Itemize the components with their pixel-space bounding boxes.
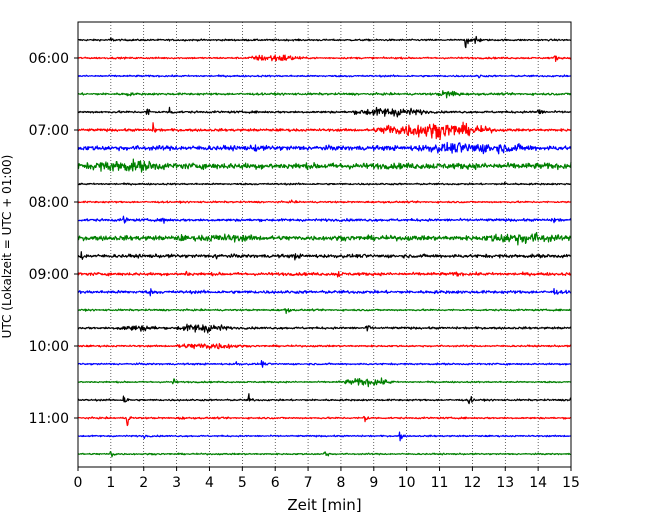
trace-0900 (77, 270, 572, 278)
x-tick-label: 9 (369, 475, 378, 491)
trace-0630 (77, 90, 572, 99)
x-tick-label: 13 (496, 475, 514, 491)
trace-0645 (77, 106, 572, 118)
trace-1030 (77, 377, 572, 388)
x-tick-label: 8 (336, 475, 345, 491)
x-tick-label: 14 (529, 475, 547, 491)
x-tick-label: 4 (205, 475, 214, 491)
trace-1100 (77, 415, 572, 427)
x-tick-label: 10 (398, 475, 416, 491)
trace-0600 (77, 54, 572, 63)
trace-1130 (77, 451, 572, 458)
trace-0915 (77, 287, 572, 297)
x-axis-label: Zeit [min] (287, 496, 361, 514)
x-tick-label: 6 (271, 475, 280, 491)
y-axis: 06:00 07:00 08:00 09:00 10:00 11:00 (29, 51, 78, 427)
x-tick-label: 2 (139, 475, 148, 491)
x-tick-label: 11 (431, 475, 449, 491)
x-tick-label: 0 (74, 475, 83, 491)
grid-lines (110, 22, 539, 467)
trace-0815 (77, 215, 572, 224)
y-axis-label: UTC (Lokalzeit = UTC + 01:00) (0, 155, 14, 339)
x-tick-label: 1 (106, 475, 115, 491)
x-tick-label: 3 (172, 475, 181, 491)
trace-1115 (77, 431, 572, 442)
x-tick-label: 7 (304, 475, 313, 491)
trace-0945 (77, 323, 572, 334)
y-tick-label: 07:00 (29, 123, 69, 139)
y-tick-label: 09:00 (29, 267, 69, 283)
trace-0845 (77, 251, 572, 261)
trace-0830 (77, 231, 572, 246)
trace-0745 (77, 181, 572, 186)
trace-0800 (77, 199, 572, 204)
trace-0545 (77, 35, 572, 49)
trace-1015 (77, 360, 572, 368)
x-tick-label: 5 (238, 475, 247, 491)
y-tick-label: 06:00 (29, 51, 69, 67)
y-tick-label: 08:00 (29, 195, 69, 211)
plot-frame (77, 21, 572, 468)
x-axis: 0 1 2 3 4 5 6 7 8 9 10 11 12 13 14 15 (74, 467, 580, 491)
x-tick-label: 12 (463, 475, 481, 491)
trace-0930 (77, 308, 572, 315)
y-tick-label: 11:00 (29, 411, 69, 427)
seismic-traces (77, 35, 572, 458)
trace-0615 (77, 74, 572, 79)
trace-0715 (77, 141, 572, 155)
trace-1000 (77, 342, 572, 350)
x-tick-label: 15 (562, 475, 580, 491)
trace-1045 (77, 393, 572, 405)
trace-0700 (77, 121, 572, 141)
y-tick-label: 10:00 (29, 339, 69, 355)
trace-0730 (77, 158, 572, 173)
